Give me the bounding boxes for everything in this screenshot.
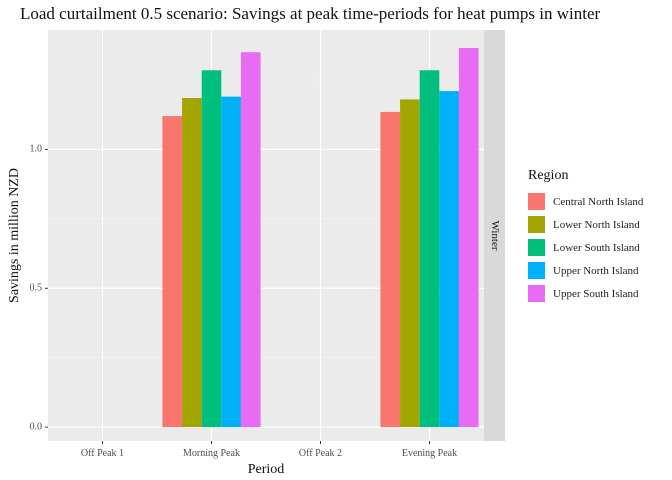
bar	[162, 116, 183, 428]
legend-label: Lower North Island	[553, 218, 640, 231]
legend-item: Upper North Island	[528, 259, 643, 282]
x-tick-label: Off Peak 1	[81, 448, 124, 459]
bar	[380, 111, 401, 428]
legend-items: Central North Island Lower North Island Lo…	[528, 190, 643, 305]
bar	[182, 98, 202, 428]
y-axis-label: Savings in million NZD	[7, 168, 22, 303]
bar	[201, 70, 222, 428]
y-tick-label: 1.0	[30, 144, 43, 155]
bar	[458, 48, 479, 428]
y-tick-label: 0.0	[30, 421, 43, 432]
facet-strip	[484, 30, 505, 441]
bars	[162, 48, 479, 428]
y-axis-ticks: 0.0 0.5 1.0	[30, 144, 48, 432]
x-axis-label: Period	[248, 462, 285, 477]
legend-item: Central North Island	[528, 190, 643, 213]
facet-label: Winter	[489, 220, 501, 250]
legend-label: Lower South Island	[553, 241, 640, 254]
legend-title: Region	[528, 168, 569, 183]
legend-item: Upper South Island	[528, 282, 643, 305]
x-tick-label: Morning Peak	[183, 448, 240, 459]
legend: Region Central North Island Lower North I…	[528, 168, 643, 305]
bar	[419, 70, 440, 428]
x-tick-label: Off Peak 2	[299, 448, 342, 459]
legend-swatch	[528, 193, 545, 210]
legend-swatch	[528, 239, 545, 256]
legend-label: Upper South Island	[553, 287, 639, 300]
legend-item: Lower North Island	[528, 213, 643, 236]
legend-label: Central North Island	[553, 195, 644, 208]
x-axis-ticks: Off Peak 1 Morning Peak Off Peak 2 Evening …	[81, 441, 457, 459]
bar	[439, 91, 459, 428]
bar	[240, 52, 261, 428]
legend-swatch	[528, 262, 545, 279]
bar	[400, 99, 420, 428]
legend-label: Upper North Island	[553, 264, 639, 277]
legend-swatch	[528, 285, 545, 302]
chart-title: Load curtailment 0.5 scenario: Savings a…	[20, 4, 601, 23]
legend-item: Lower South Island	[528, 236, 643, 259]
bar	[221, 96, 241, 428]
y-tick-label: 0.5	[30, 283, 43, 294]
x-tick-label: Evening Peak	[402, 448, 457, 459]
legend-swatch	[528, 216, 545, 233]
